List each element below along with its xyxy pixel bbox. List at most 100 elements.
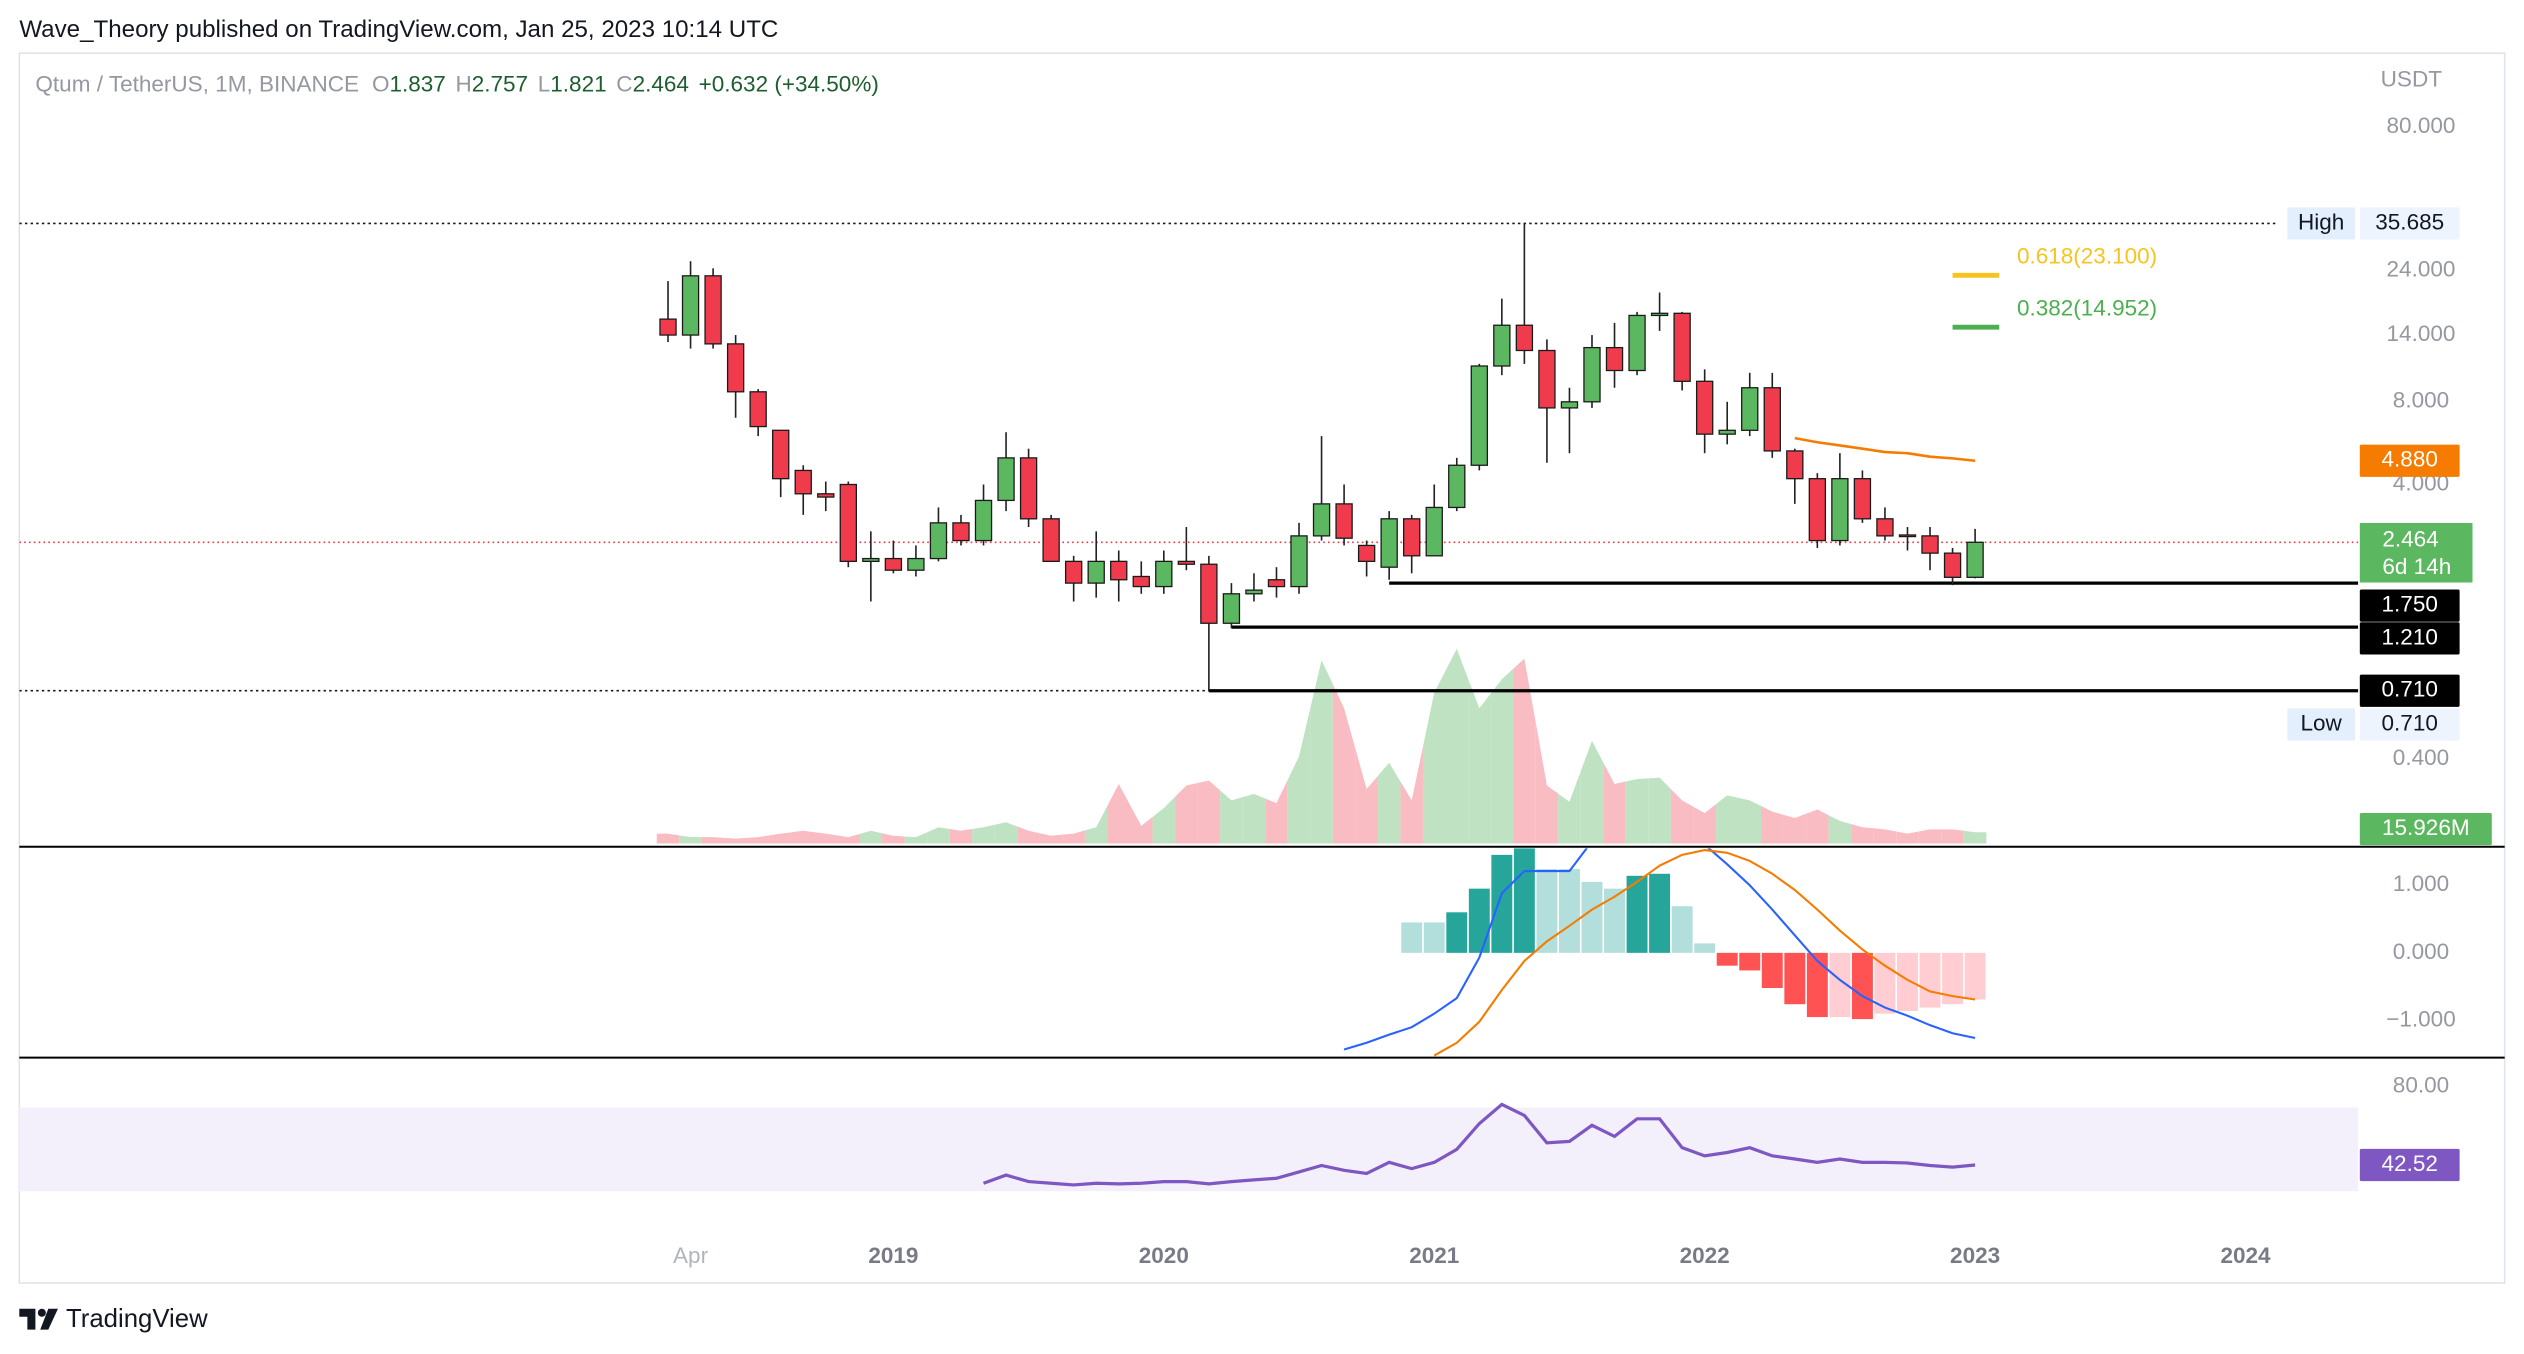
high-value: 35.685 <box>2375 209 2444 234</box>
legend-change: +0.632 (+34.50%) <box>699 71 879 96</box>
rsi-value-label-box <box>2359 1148 2460 1182</box>
footer-brand: TradingView <box>66 1305 208 1333</box>
volume-area <box>1287 708 1311 844</box>
low-tag: Low <box>2301 710 2343 735</box>
volume-area <box>994 822 1018 844</box>
volume-area <box>1310 660 1333 844</box>
legend-symbol: Qtum / TetherUS, 1M, BINANCE <box>35 71 359 96</box>
candle-body <box>681 275 700 336</box>
macd-histogram-bar <box>1536 869 1558 953</box>
macd-histogram-bar <box>1942 952 1964 1005</box>
candle-body <box>1786 450 1804 480</box>
macd-histogram-bar <box>1919 952 1941 1008</box>
volume-area <box>746 835 770 844</box>
candle-body <box>1380 518 1398 568</box>
y-tick-label: 0.400 <box>2393 745 2449 770</box>
volume-area <box>1107 784 1131 844</box>
volume-area <box>837 833 860 844</box>
volume-area <box>1468 678 1491 844</box>
y-tick-label: 8.000 <box>2393 388 2449 413</box>
last-price-label: 2.464 <box>2382 527 2438 552</box>
candle-body <box>884 557 903 571</box>
legend-field-value: 2.757 <box>472 71 528 96</box>
macd-pane <box>1343 848 1986 1057</box>
candle-body <box>1515 324 1534 352</box>
macd-histogram-bar <box>1649 873 1671 953</box>
macd-histogram-bar <box>1491 854 1513 953</box>
level-label-box <box>2359 589 2460 622</box>
candle-body <box>772 429 790 480</box>
candle-body <box>1222 593 1241 624</box>
candle-body <box>839 483 858 563</box>
macd-tick-label: 1.000 <box>2393 871 2449 896</box>
rsi-value-label: 42.52 <box>2382 1151 2438 1176</box>
volume-area <box>1197 780 1221 844</box>
x-tick-label: 2021 <box>1409 1243 1459 1268</box>
candle-body <box>726 343 745 393</box>
volume-area <box>1963 830 1987 844</box>
chart-frame <box>18 52 2506 1284</box>
candle-body <box>1019 457 1038 520</box>
publish-header: Wave_Theory published on TradingView.com… <box>19 16 778 43</box>
candle-body <box>749 391 767 428</box>
candle-body <box>1177 560 1196 565</box>
candle-body <box>1155 560 1173 588</box>
low-value-box <box>2359 708 2460 741</box>
currency-label: USDT <box>2381 66 2443 91</box>
volume-area <box>1603 762 1626 844</box>
logo-mark <box>19 1308 36 1330</box>
last-price-box <box>2359 522 2473 583</box>
candle-body <box>794 469 812 495</box>
ma-value-label-box <box>2359 444 2460 477</box>
volume-area <box>1513 658 1536 844</box>
level-label-box <box>2359 622 2460 655</box>
candle-body <box>1966 541 1984 578</box>
volume-area <box>701 837 725 844</box>
footer-logo <box>19 1308 58 1330</box>
volume-area <box>1535 722 1559 844</box>
macd-histogram-bar <box>1558 869 1580 953</box>
volume-area <box>1017 826 1040 844</box>
candle-body <box>929 522 948 560</box>
volume-area <box>859 830 883 844</box>
candle-body <box>952 522 970 542</box>
candle-body <box>1898 534 1917 538</box>
macd-histogram-bar <box>1784 952 1806 1005</box>
candle-body <box>1110 560 1128 581</box>
candle-body <box>1763 387 1781 452</box>
candle-body <box>1650 312 1669 317</box>
y-tick-label: 24.000 <box>2387 257 2456 282</box>
macd-histogram-bar <box>1446 912 1468 953</box>
volume-area <box>1828 815 1852 844</box>
candle-body <box>1290 535 1308 588</box>
volume-area <box>1175 782 1198 844</box>
candle-body <box>1741 387 1759 431</box>
ma-value-label: 4.880 <box>2382 447 2438 472</box>
high-tag: High <box>2298 209 2344 234</box>
legend: Qtum / TetherUS, 1M, BINANCE O1.837 H2.757… <box>35 71 878 96</box>
volume-area <box>1422 670 1446 844</box>
macd-histogram-bar <box>1739 952 1761 971</box>
candle-body <box>1695 380 1714 435</box>
candle-body <box>862 557 880 563</box>
volume-area <box>1670 788 1694 844</box>
candle-body <box>907 557 925 571</box>
y-tick-label: 80.000 <box>2387 113 2456 138</box>
volume-area <box>1648 777 1671 844</box>
volume-area <box>1400 746 1423 844</box>
candle-body <box>1628 314 1646 372</box>
fib-label: 0.382(14.952) <box>2017 295 2157 320</box>
fib-label: 0.618(23.100) <box>2017 244 2157 269</box>
volume-area <box>1941 829 1964 844</box>
candle-body <box>1605 346 1624 372</box>
candle-body <box>1831 478 1849 542</box>
signal-line <box>1433 849 1976 1057</box>
candle-body <box>1087 560 1105 584</box>
macd-histogram-bar <box>1468 888 1490 953</box>
volume-area <box>1490 668 1514 844</box>
high-value-box <box>2359 207 2460 240</box>
candle-body <box>1335 503 1353 539</box>
rsi-tick-label: 80.00 <box>2393 1073 2449 1098</box>
candle-body <box>1853 478 1872 520</box>
